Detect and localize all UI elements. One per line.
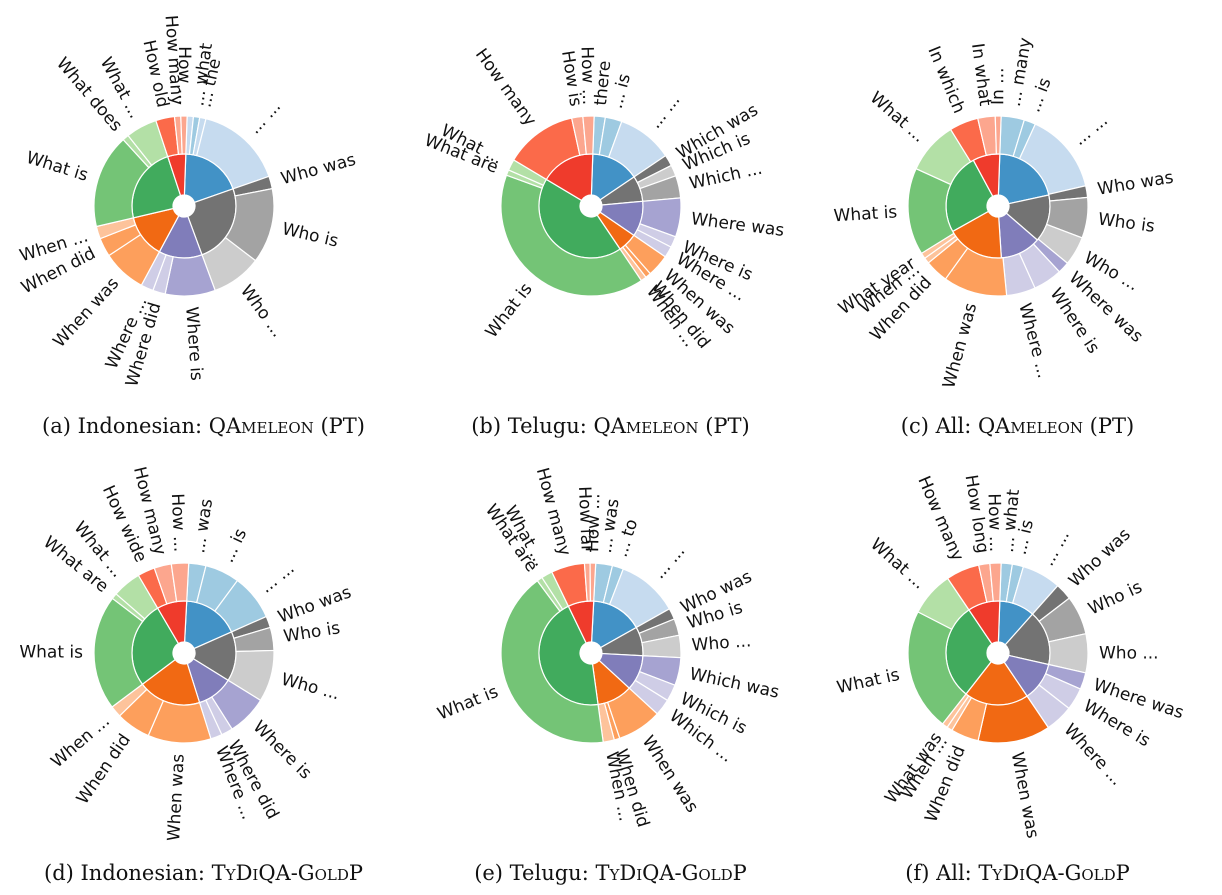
- slice-label-who-is: Who is: [1085, 577, 1145, 619]
- caption-dataset-name: QAmeleon: [593, 414, 699, 438]
- outer-segment-how-ellipsis: [589, 562, 597, 602]
- slice-label-who-was: Who was: [279, 150, 358, 189]
- caption-dataset-name: TyDiQA-GoldP: [211, 861, 363, 885]
- slice-label-ellipsis-is: ... is: [1024, 75, 1055, 115]
- slice-label-what-is: What is: [482, 279, 537, 342]
- caption-dataset-name: TyDiQA-GoldP: [978, 861, 1130, 885]
- caption-prefix: (a) Indonesian:: [42, 414, 209, 438]
- slice-label-who-was: Who was: [1065, 524, 1135, 591]
- caption-e: (e) Telugu: TyDiQA-GoldP: [407, 861, 814, 885]
- caption-f: (f) All: TyDiQA-GoldP: [814, 861, 1221, 885]
- panel-e: ... was... to... ... Who was Who is Who ...…: [407, 447, 814, 894]
- slice-label-when-was: When was: [1007, 750, 1043, 840]
- outer-segment-how-ellipsis: [582, 115, 595, 155]
- panel-a: ... what... the... ... Who was Who is Who .…: [0, 0, 407, 447]
- slice-label-ellipsis-ellipsis: ... ...: [257, 558, 299, 597]
- slice-label-where-is: Where is: [181, 306, 206, 381]
- slice-label-there: there: [591, 60, 615, 107]
- caption-prefix: (e) Telugu:: [474, 861, 596, 885]
- slice-label-who-ellipsis: Who ...: [236, 281, 287, 341]
- slice-label-what-is: What is: [19, 642, 83, 662]
- panel-d: ... was... is... ... Who was Who is Who ...…: [0, 447, 407, 894]
- slice-label-how-ellipsis: How ...: [174, 46, 194, 105]
- center-hole: [173, 642, 195, 664]
- outer-segment-how-ellipsis: [989, 562, 1002, 602]
- slice-label-how-many: How many: [913, 473, 967, 564]
- slice-label-ellipsis-is: ... is: [218, 525, 251, 565]
- slice-label-when-was: When was: [939, 301, 981, 391]
- slice-label-what-ellipsis: What ...: [866, 88, 929, 147]
- caption-prefix: (f) All:: [905, 861, 979, 885]
- slice-label-who-ellipsis: Who ...: [1099, 643, 1159, 663]
- slice-label-where-was: Where was: [690, 209, 786, 241]
- center-hole: [580, 195, 602, 217]
- caption-suffix: (PT): [313, 414, 365, 438]
- slice-label-who-is: Who is: [1097, 209, 1156, 236]
- slice-label-how-ellipsis: How ...: [984, 493, 1006, 552]
- caption-a: (a) Indonesian: QAmeleon (PT): [0, 414, 407, 438]
- slice-label-ellipsis-ellipsis: ... ...: [245, 97, 285, 138]
- slice-label-what-ellipsis: What ...: [866, 534, 929, 593]
- slice-label-who-was: Who was: [275, 582, 354, 627]
- center-hole: [580, 642, 602, 664]
- slice-label-when-was: When was: [164, 753, 189, 841]
- slice-label-how-ellipsis: How ...: [167, 493, 190, 553]
- caption-b: (b) Telugu: QAmeleon (PT): [407, 414, 814, 438]
- caption-dataset-name: QAmeleon: [977, 414, 1083, 438]
- slice-label-in-which: In which: [923, 43, 968, 116]
- slice-label-what-is: What is: [835, 665, 902, 698]
- slice-label-what-is: What is: [833, 202, 898, 226]
- slice-label-how-many: How many: [471, 45, 540, 130]
- panel-b: there... is... ... Which was Which is Which…: [407, 0, 814, 447]
- caption-prefix: (d) Indonesian:: [44, 861, 212, 885]
- caption-d: (d) Indonesian: TyDiQA-GoldP: [0, 861, 407, 885]
- slice-label-ellipsis-ellipsis: ... ...: [645, 90, 684, 132]
- slice-label-how-ellipsis: How ...: [577, 46, 599, 105]
- slice-label-who-ellipsis: Who ...: [691, 631, 752, 655]
- slice-label-ellipsis-was: ... was: [189, 497, 217, 554]
- center-hole: [987, 642, 1009, 664]
- slice-label-what-is: What is: [435, 682, 502, 725]
- slice-label-what-is: What is: [24, 148, 91, 186]
- outer-segment-how-ellipsis: [170, 562, 190, 603]
- caption-c: (c) All: QAmeleon (PT): [814, 414, 1221, 438]
- panel-c: ... many... is... ... Who was Who is Who ..…: [814, 0, 1221, 447]
- slice-label-in-ellipsis: In ...: [988, 68, 1008, 105]
- outer-segment-what-is: [500, 174, 643, 297]
- caption-dataset-name: QAmeleon: [208, 414, 314, 438]
- outer-segment-how-ellipsis: [180, 115, 188, 155]
- panel-f: ... what... is... ... Who was Who is Who ..…: [814, 447, 1221, 894]
- caption-suffix: (PT): [1083, 414, 1135, 438]
- slice-label-how-far: How far: [574, 486, 597, 553]
- slice-label-ellipsis-ellipsis: ... ...: [1038, 527, 1074, 570]
- center-hole: [987, 195, 1009, 217]
- slice-label-who-is: Who is: [280, 219, 340, 251]
- outer-segment-what-is: [500, 579, 604, 744]
- caption-prefix: (b) Telugu:: [471, 414, 594, 438]
- slice-label-who-ellipsis: Who ...: [279, 670, 342, 705]
- slice-label-ellipsis-ellipsis: ... ...: [1070, 110, 1112, 149]
- slice-label-ellipsis-ellipsis: ... ...: [649, 541, 689, 583]
- slice-label-where-ellipsis: Where ...: [1014, 301, 1053, 380]
- caption-prefix: (c) All:: [900, 414, 978, 438]
- caption-dataset-name: TyDiQA-GoldP: [595, 861, 747, 885]
- slice-label-who-was: Who was: [1096, 168, 1175, 200]
- center-hole: [173, 195, 195, 217]
- slice-label-how-ellipsis: How ...: [583, 493, 604, 552]
- outer-segment-in-ellipsis: [994, 115, 1002, 155]
- caption-suffix: (PT): [698, 414, 750, 438]
